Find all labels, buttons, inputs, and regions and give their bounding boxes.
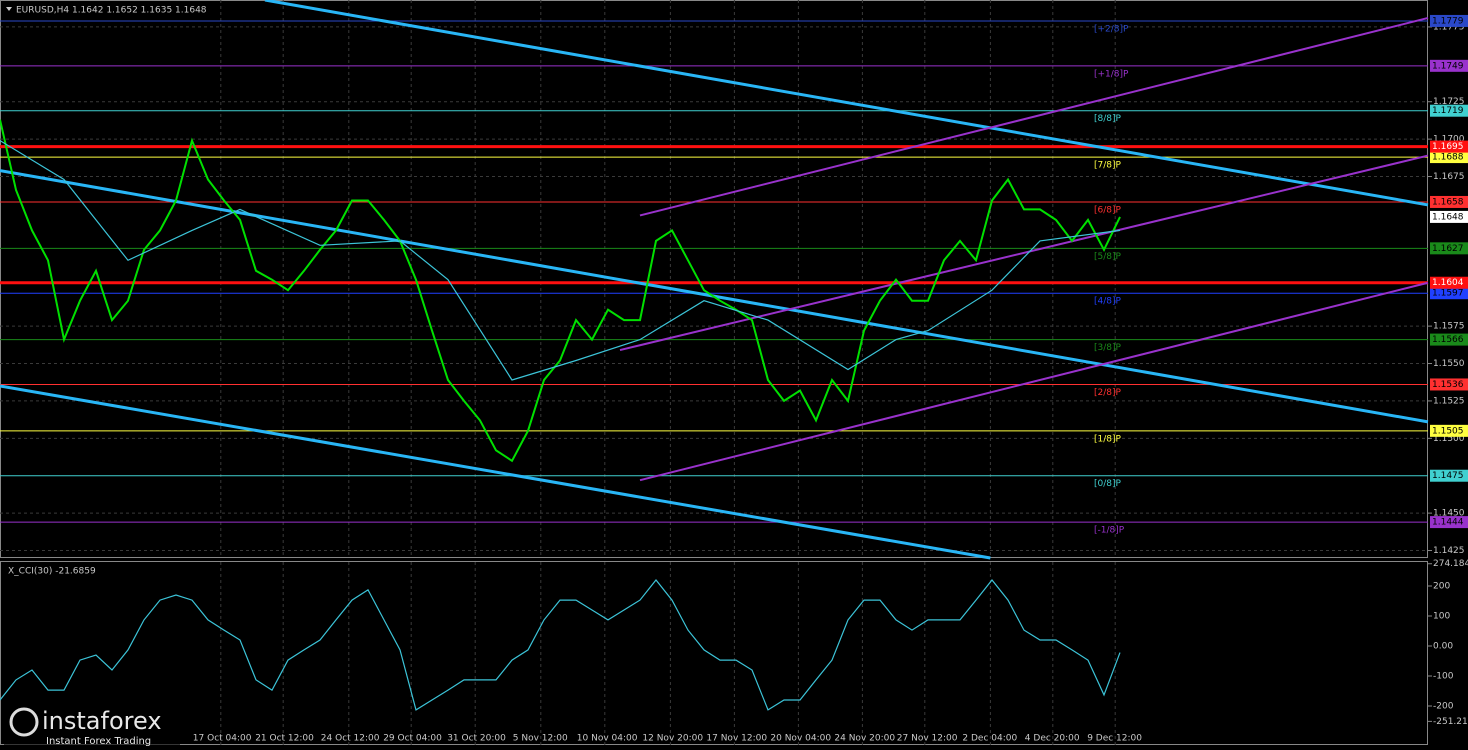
y-tick-label: 1.1675 <box>1433 172 1465 182</box>
y-tick-label: 274.1841 <box>1433 559 1468 569</box>
main-frame <box>0 0 1428 558</box>
series-line <box>0 119 1121 463</box>
x-tick-label: 17 Nov 12:00 <box>706 734 767 744</box>
current-price-tag <box>1430 210 1468 223</box>
price-tag <box>1430 140 1468 153</box>
price-tag-label: 1.1749 <box>1432 61 1464 71</box>
x-tick-label: 29 Oct 04:00 <box>383 734 442 744</box>
price-tag <box>1430 469 1468 482</box>
y-tick-label: -251.21 <box>1433 717 1468 727</box>
price-tag-label: 1.1688 <box>1432 153 1464 163</box>
cci-frame <box>0 561 1428 745</box>
trendline <box>639 16 1429 217</box>
price-tag-label: 1.1695 <box>1432 142 1464 152</box>
price-tag-label: 1.1444 <box>1432 518 1464 528</box>
price-tag-label: 1.1719 <box>1432 106 1464 116</box>
murray-label: [4/8]P <box>1094 297 1122 307</box>
trendline <box>639 281 1429 482</box>
murray-label: [+1/8]P <box>1094 69 1129 79</box>
murray-label: [0/8]P <box>1094 479 1122 489</box>
cci-title: X_CCI(30) -21.6859 <box>8 567 96 577</box>
price-tag <box>1430 59 1468 72</box>
price-tag-label: 1.1604 <box>1432 278 1464 288</box>
x-tick-label: 9 Dec 12:00 <box>1087 734 1142 744</box>
price-tag-label: 1.1597 <box>1432 289 1464 299</box>
y-tick-label: 1.1550 <box>1433 359 1465 369</box>
trendline <box>619 154 1429 352</box>
x-tick-label: 21 Oct 12:00 <box>255 734 314 744</box>
watermark-brand: instaforex <box>42 707 162 735</box>
price-tag-label: 1.1505 <box>1432 426 1464 436</box>
price-tag-label: 1.1658 <box>1432 197 1464 207</box>
murray-label: [1/8]P <box>1094 434 1122 444</box>
series-line <box>0 140 1121 381</box>
price-tag <box>1430 242 1468 255</box>
price-tag <box>1430 195 1468 208</box>
x-tick-label: 12 Nov 20:00 <box>642 734 703 744</box>
price-tag <box>1430 14 1468 27</box>
murray-label: [2/8]P <box>1094 388 1122 398</box>
murray-label: [6/8]P <box>1094 205 1122 215</box>
x-tick-label: 24 Oct 12:00 <box>321 734 380 744</box>
y-tick-label: -200 <box>1433 702 1454 712</box>
x-tick-label: 20 Nov 04:00 <box>770 734 831 744</box>
x-tick-label: 27 Nov 12:00 <box>897 734 958 744</box>
murray-label: [7/8]P <box>1094 161 1122 171</box>
murray-label: [5/8]P <box>1094 252 1122 262</box>
price-tag <box>1430 276 1468 289</box>
y-tick-label: 200 <box>1433 582 1450 592</box>
y-tick-label: 1.1425 <box>1433 546 1465 556</box>
price-tag <box>1430 104 1468 117</box>
price-tag <box>1430 424 1468 437</box>
y-tick-label: 1.1725 <box>1433 97 1465 107</box>
watermark-slogan: Instant Forex Trading <box>46 736 151 747</box>
y-tick-label: 0.00 <box>1433 642 1453 652</box>
price-tag-label: 1.1627 <box>1432 244 1464 254</box>
y-tick-label: 100 <box>1433 612 1450 622</box>
x-tick-label: 10 Nov 04:00 <box>577 734 638 744</box>
y-tick-label: 1.1525 <box>1433 396 1465 406</box>
current-price-label: 1.1648 <box>1432 212 1464 222</box>
x-tick-label: 5 Nov 12:00 <box>513 734 568 744</box>
series-line <box>0 579 1121 711</box>
price-tag <box>1430 287 1468 300</box>
price-tag-label: 1.1779 <box>1432 16 1464 26</box>
x-tick-label: 24 Nov 20:00 <box>834 734 895 744</box>
murray-label: [-1/8]P <box>1094 526 1125 536</box>
x-tick-label: 17 Oct 04:00 <box>193 734 252 744</box>
chart-title: EURUSD,H4 1.1642 1.1652 1.1635 1.1648 <box>16 6 207 16</box>
price-tag <box>1430 516 1468 529</box>
price-tag-label: 1.1475 <box>1432 471 1464 481</box>
x-tick-label: 31 Oct 20:00 <box>447 734 506 744</box>
price-tag <box>1430 333 1468 346</box>
y-tick-label: 1.1575 <box>1433 322 1465 332</box>
price-tag-label: 1.1566 <box>1432 335 1464 345</box>
watermark-logo <box>9 707 39 737</box>
menu-triangle <box>6 7 12 11</box>
y-tick-label: 1.1700 <box>1433 135 1465 145</box>
y-tick-label: -100 <box>1433 672 1454 682</box>
x-tick-label: 2 Dec 04:00 <box>962 734 1017 744</box>
price-tag-label: 1.1536 <box>1432 380 1464 390</box>
trendline <box>264 0 1429 207</box>
y-tick-label: 1.1500 <box>1433 434 1465 444</box>
price-tag <box>1430 378 1468 391</box>
x-tick-label: 4 Dec 20:00 <box>1025 734 1080 744</box>
trendline <box>0 384 991 560</box>
price-tag <box>1430 151 1468 164</box>
murray-label: [3/8]P <box>1094 343 1122 353</box>
murray-label: [8/8]P <box>1094 114 1122 124</box>
murray-label: [+2/8]P <box>1094 24 1129 34</box>
y-tick-label: 1.1775 <box>1433 22 1465 32</box>
y-tick-label: 1.1450 <box>1433 509 1465 519</box>
